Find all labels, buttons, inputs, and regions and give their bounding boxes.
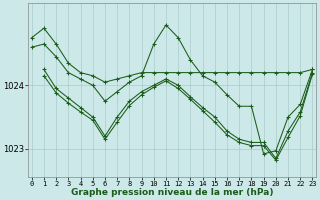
X-axis label: Graphe pression niveau de la mer (hPa): Graphe pression niveau de la mer (hPa) (71, 188, 273, 197)
